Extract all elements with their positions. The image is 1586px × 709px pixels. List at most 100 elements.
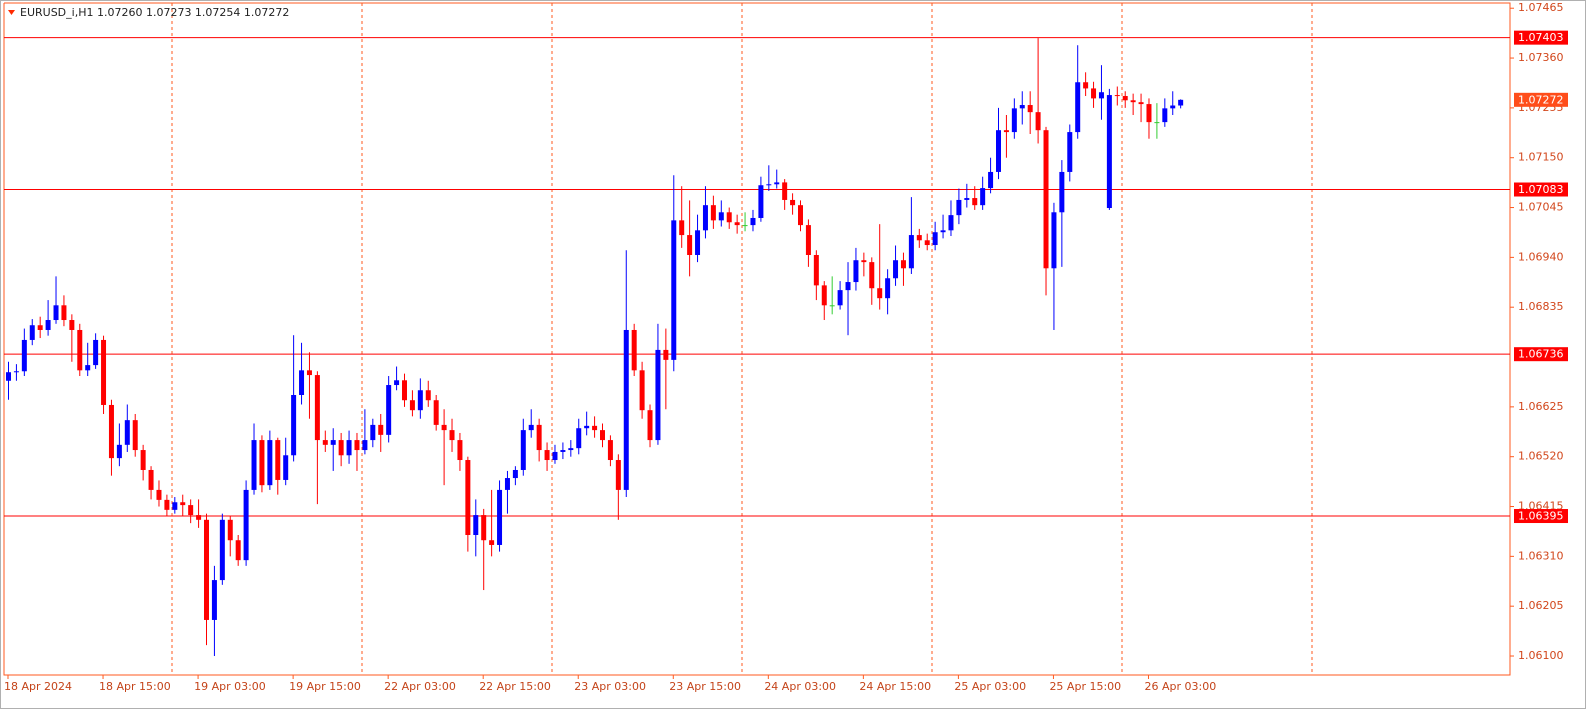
level-label: 1.07403 [1518, 31, 1564, 44]
candle-body [85, 365, 91, 371]
level-label-box [1514, 347, 1568, 362]
candle-body [378, 424, 384, 435]
candle-body [362, 440, 368, 451]
candle-body [164, 499, 170, 510]
candle-body [1154, 122, 1160, 124]
candle-body [679, 220, 685, 236]
candle-body [108, 404, 114, 459]
candle-body [956, 199, 962, 216]
candle-body [6, 372, 11, 381]
y-tick-label: 1.06625 [1518, 400, 1564, 413]
y-tick-label: 1.06205 [1518, 599, 1564, 612]
candle-body [172, 502, 178, 510]
candle-body [148, 469, 154, 490]
candle-body [1027, 105, 1033, 113]
y-tick-label: 1.06310 [1518, 549, 1564, 562]
candle-body [1106, 95, 1112, 209]
candle-body [655, 349, 661, 441]
candle-body [623, 329, 629, 490]
level-label: 1.06395 [1518, 510, 1564, 523]
candle-body [93, 339, 99, 366]
candle-body [560, 450, 566, 452]
candle-body [607, 440, 613, 461]
candle-body [45, 320, 51, 330]
candle-body [132, 420, 138, 451]
x-tick-label: 23 Apr 15:00 [669, 680, 741, 693]
candle-body [568, 448, 574, 451]
candle-body [77, 329, 83, 371]
candle-body [370, 424, 376, 441]
candle-body [465, 460, 471, 535]
candle-body [306, 370, 312, 376]
x-tick-label: 24 Apr 15:00 [859, 680, 931, 693]
candle-body [13, 371, 19, 373]
candle-body [299, 370, 305, 395]
candle-body [861, 260, 867, 263]
x-tick-label: 26 Apr 03:00 [1144, 680, 1216, 693]
candle-body [972, 198, 978, 206]
candle-body [615, 460, 621, 490]
candle-body [346, 440, 352, 456]
candle-body [742, 225, 748, 227]
candle-body [782, 182, 788, 200]
candle-body [457, 440, 463, 461]
candle-body [528, 424, 534, 431]
candle-body [512, 469, 518, 479]
candle-body [497, 489, 503, 545]
y-tick-label: 1.06940 [1518, 250, 1564, 263]
candle-body [291, 395, 297, 456]
candle-body [101, 339, 107, 405]
candle-body [940, 230, 946, 233]
candle-body [1043, 130, 1049, 269]
candle-body [425, 390, 431, 401]
candle-body [69, 320, 75, 330]
x-tick-label: 25 Apr 03:00 [954, 680, 1026, 693]
x-tick-label: 24 Apr 03:00 [764, 680, 836, 693]
x-tick-label: 18 Apr 2024 [4, 680, 72, 693]
candle-body [885, 278, 891, 299]
candle-body [631, 329, 637, 371]
candle-body [330, 440, 336, 445]
candle-body [402, 380, 407, 401]
candle-body [29, 325, 35, 340]
candle-body [908, 235, 914, 269]
y-tick-label: 1.07360 [1518, 51, 1564, 64]
candle-body [1035, 112, 1041, 131]
candle-body [504, 478, 510, 490]
candle-body [386, 385, 392, 435]
candle-body [489, 540, 495, 545]
candle-body [219, 519, 225, 581]
x-tick-label: 23 Apr 03:00 [574, 680, 646, 693]
level-label: 1.07083 [1518, 183, 1564, 196]
candle-body [180, 502, 186, 506]
candle-body [813, 255, 819, 286]
candle-body [639, 370, 645, 411]
y-tick-label: 1.07150 [1518, 151, 1564, 164]
candle-body [916, 235, 922, 241]
candle-body [417, 390, 423, 411]
candle-body [671, 220, 677, 360]
candle-body [798, 205, 803, 226]
candle-body [243, 489, 249, 561]
candle-body [592, 425, 598, 431]
candle-body [695, 230, 701, 255]
y-tick-label: 1.06100 [1518, 649, 1564, 662]
y-tick-label: 1.07465 [1518, 1, 1564, 14]
candle-body [584, 425, 590, 429]
candle-body [1091, 88, 1097, 99]
candle-body [116, 444, 122, 459]
candle-body [845, 282, 851, 291]
candle-body [829, 305, 835, 307]
candle-body [552, 451, 558, 461]
candle-body [1083, 82, 1089, 89]
candle-body [314, 375, 320, 441]
candle-body [1075, 82, 1081, 133]
x-tick-label: 19 Apr 15:00 [289, 680, 361, 693]
candle-body [877, 288, 883, 299]
candle-body [853, 260, 859, 283]
candle-body [536, 424, 542, 451]
candle-body [227, 519, 233, 541]
candle-body [1019, 105, 1025, 109]
